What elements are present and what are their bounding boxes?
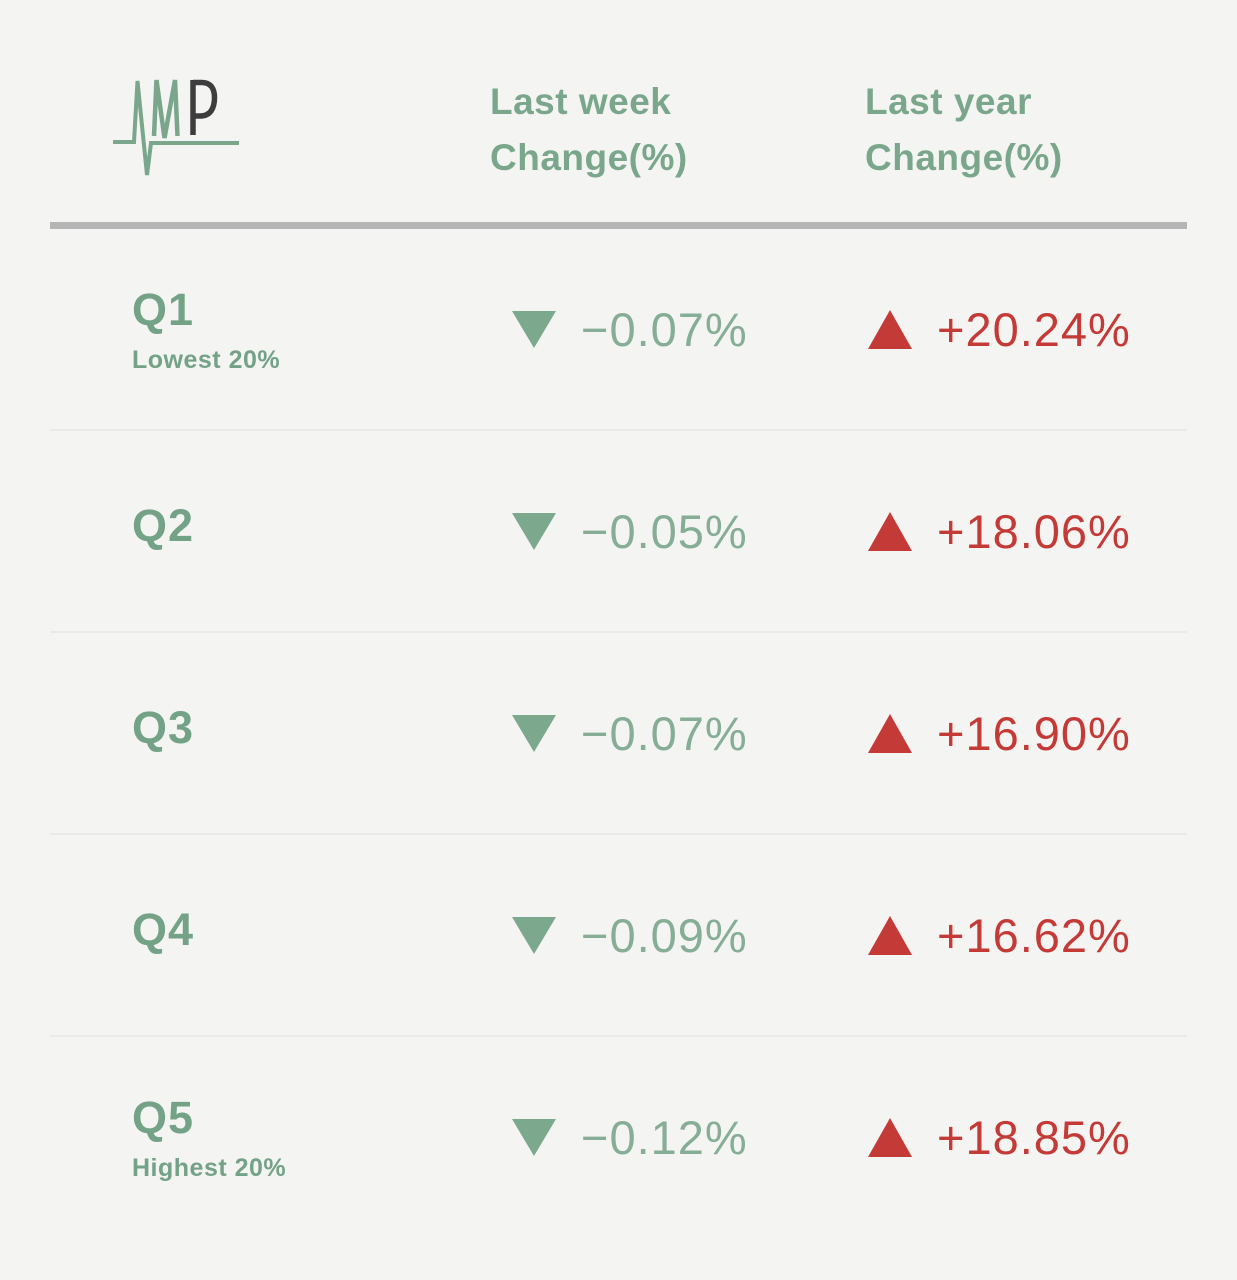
quintile-cell: Q5 Highest 20% bbox=[50, 1092, 410, 1183]
rows-container: Q1 Lowest 20% −0.07% +20.24% Q2 −0.05% bbox=[50, 229, 1187, 1237]
last-week-value: −0.05% bbox=[581, 504, 748, 558]
logo-letter-p bbox=[190, 79, 218, 135]
table-row-q3: Q3 −0.07% +16.90% bbox=[50, 631, 1187, 833]
triangle-down-icon bbox=[512, 1118, 556, 1156]
last-year-cell: +20.24% bbox=[766, 302, 1187, 357]
last-year-value: +16.90% bbox=[937, 706, 1131, 760]
table-row-q1: Q1 Lowest 20% −0.07% +20.24% bbox=[50, 229, 1187, 429]
last-week-value: −0.07% bbox=[581, 302, 748, 356]
triangle-down-icon bbox=[512, 310, 556, 348]
quintile-cell: Q1 Lowest 20% bbox=[50, 284, 410, 375]
last-year-cell: +16.62% bbox=[766, 908, 1187, 963]
triangle-up-icon bbox=[868, 511, 912, 551]
last-week-cell: −0.12% bbox=[410, 1110, 766, 1165]
last-year-cell: +16.90% bbox=[766, 706, 1187, 761]
triangle-up-icon bbox=[868, 309, 912, 349]
quintile-label: Q4 bbox=[132, 904, 195, 955]
column-header-last-year: Last year Change(%) bbox=[865, 74, 1063, 186]
quintile-label: Q3 bbox=[132, 702, 195, 753]
triangle-up-icon bbox=[868, 1117, 912, 1157]
last-week-value: −0.12% bbox=[581, 1110, 748, 1164]
last-week-cell: −0.09% bbox=[410, 908, 766, 963]
table-row-q2: Q2 −0.05% +18.06% bbox=[50, 429, 1187, 631]
last-year-cell: +18.85% bbox=[766, 1110, 1187, 1165]
column-header-last-week: Last week Change(%) bbox=[490, 74, 688, 186]
quintile-cell: Q2 bbox=[50, 500, 410, 562]
triangle-down-icon bbox=[512, 916, 556, 954]
quintile-label: Q1 bbox=[132, 283, 195, 335]
last-year-value: +16.62% bbox=[937, 908, 1131, 962]
quintile-cell: Q4 bbox=[50, 904, 410, 966]
last-week-line2: Change(%) bbox=[490, 137, 688, 179]
header-divider bbox=[50, 222, 1187, 229]
last-year-value: +18.85% bbox=[937, 1110, 1131, 1164]
amp-pulse-logo bbox=[113, 79, 239, 176]
logo-letter-m bbox=[151, 79, 180, 139]
last-week-cell: −0.07% bbox=[410, 706, 766, 761]
quintile-label: Q2 bbox=[132, 500, 195, 551]
quintile-sublabel: Lowest 20% bbox=[132, 345, 281, 374]
last-week-line1: Last week bbox=[490, 81, 672, 122]
last-week-cell: −0.07% bbox=[410, 302, 766, 357]
quintile-cell: Q3 bbox=[50, 702, 410, 764]
last-week-value: −0.09% bbox=[581, 908, 748, 962]
triangle-down-icon bbox=[512, 512, 556, 550]
last-year-line1: Last year bbox=[865, 81, 1032, 122]
quintile-label: Q5 bbox=[132, 1091, 195, 1143]
triangle-up-icon bbox=[868, 713, 912, 753]
last-week-value: −0.07% bbox=[581, 706, 748, 760]
table-row-q4: Q4 −0.09% +16.62% bbox=[50, 833, 1187, 1035]
quintile-sublabel: Highest 20% bbox=[132, 1153, 287, 1182]
table-row-q5: Q5 Highest 20% −0.12% +18.85% bbox=[50, 1035, 1187, 1237]
last-year-value: +20.24% bbox=[937, 302, 1131, 356]
last-week-cell: −0.05% bbox=[410, 504, 766, 559]
last-year-line2: Change(%) bbox=[865, 137, 1063, 179]
last-year-value: +18.06% bbox=[937, 504, 1131, 558]
triangle-down-icon bbox=[512, 714, 556, 752]
triangle-up-icon bbox=[868, 915, 912, 955]
last-year-cell: +18.06% bbox=[766, 504, 1187, 559]
pulse-waveform-icon bbox=[113, 80, 239, 176]
